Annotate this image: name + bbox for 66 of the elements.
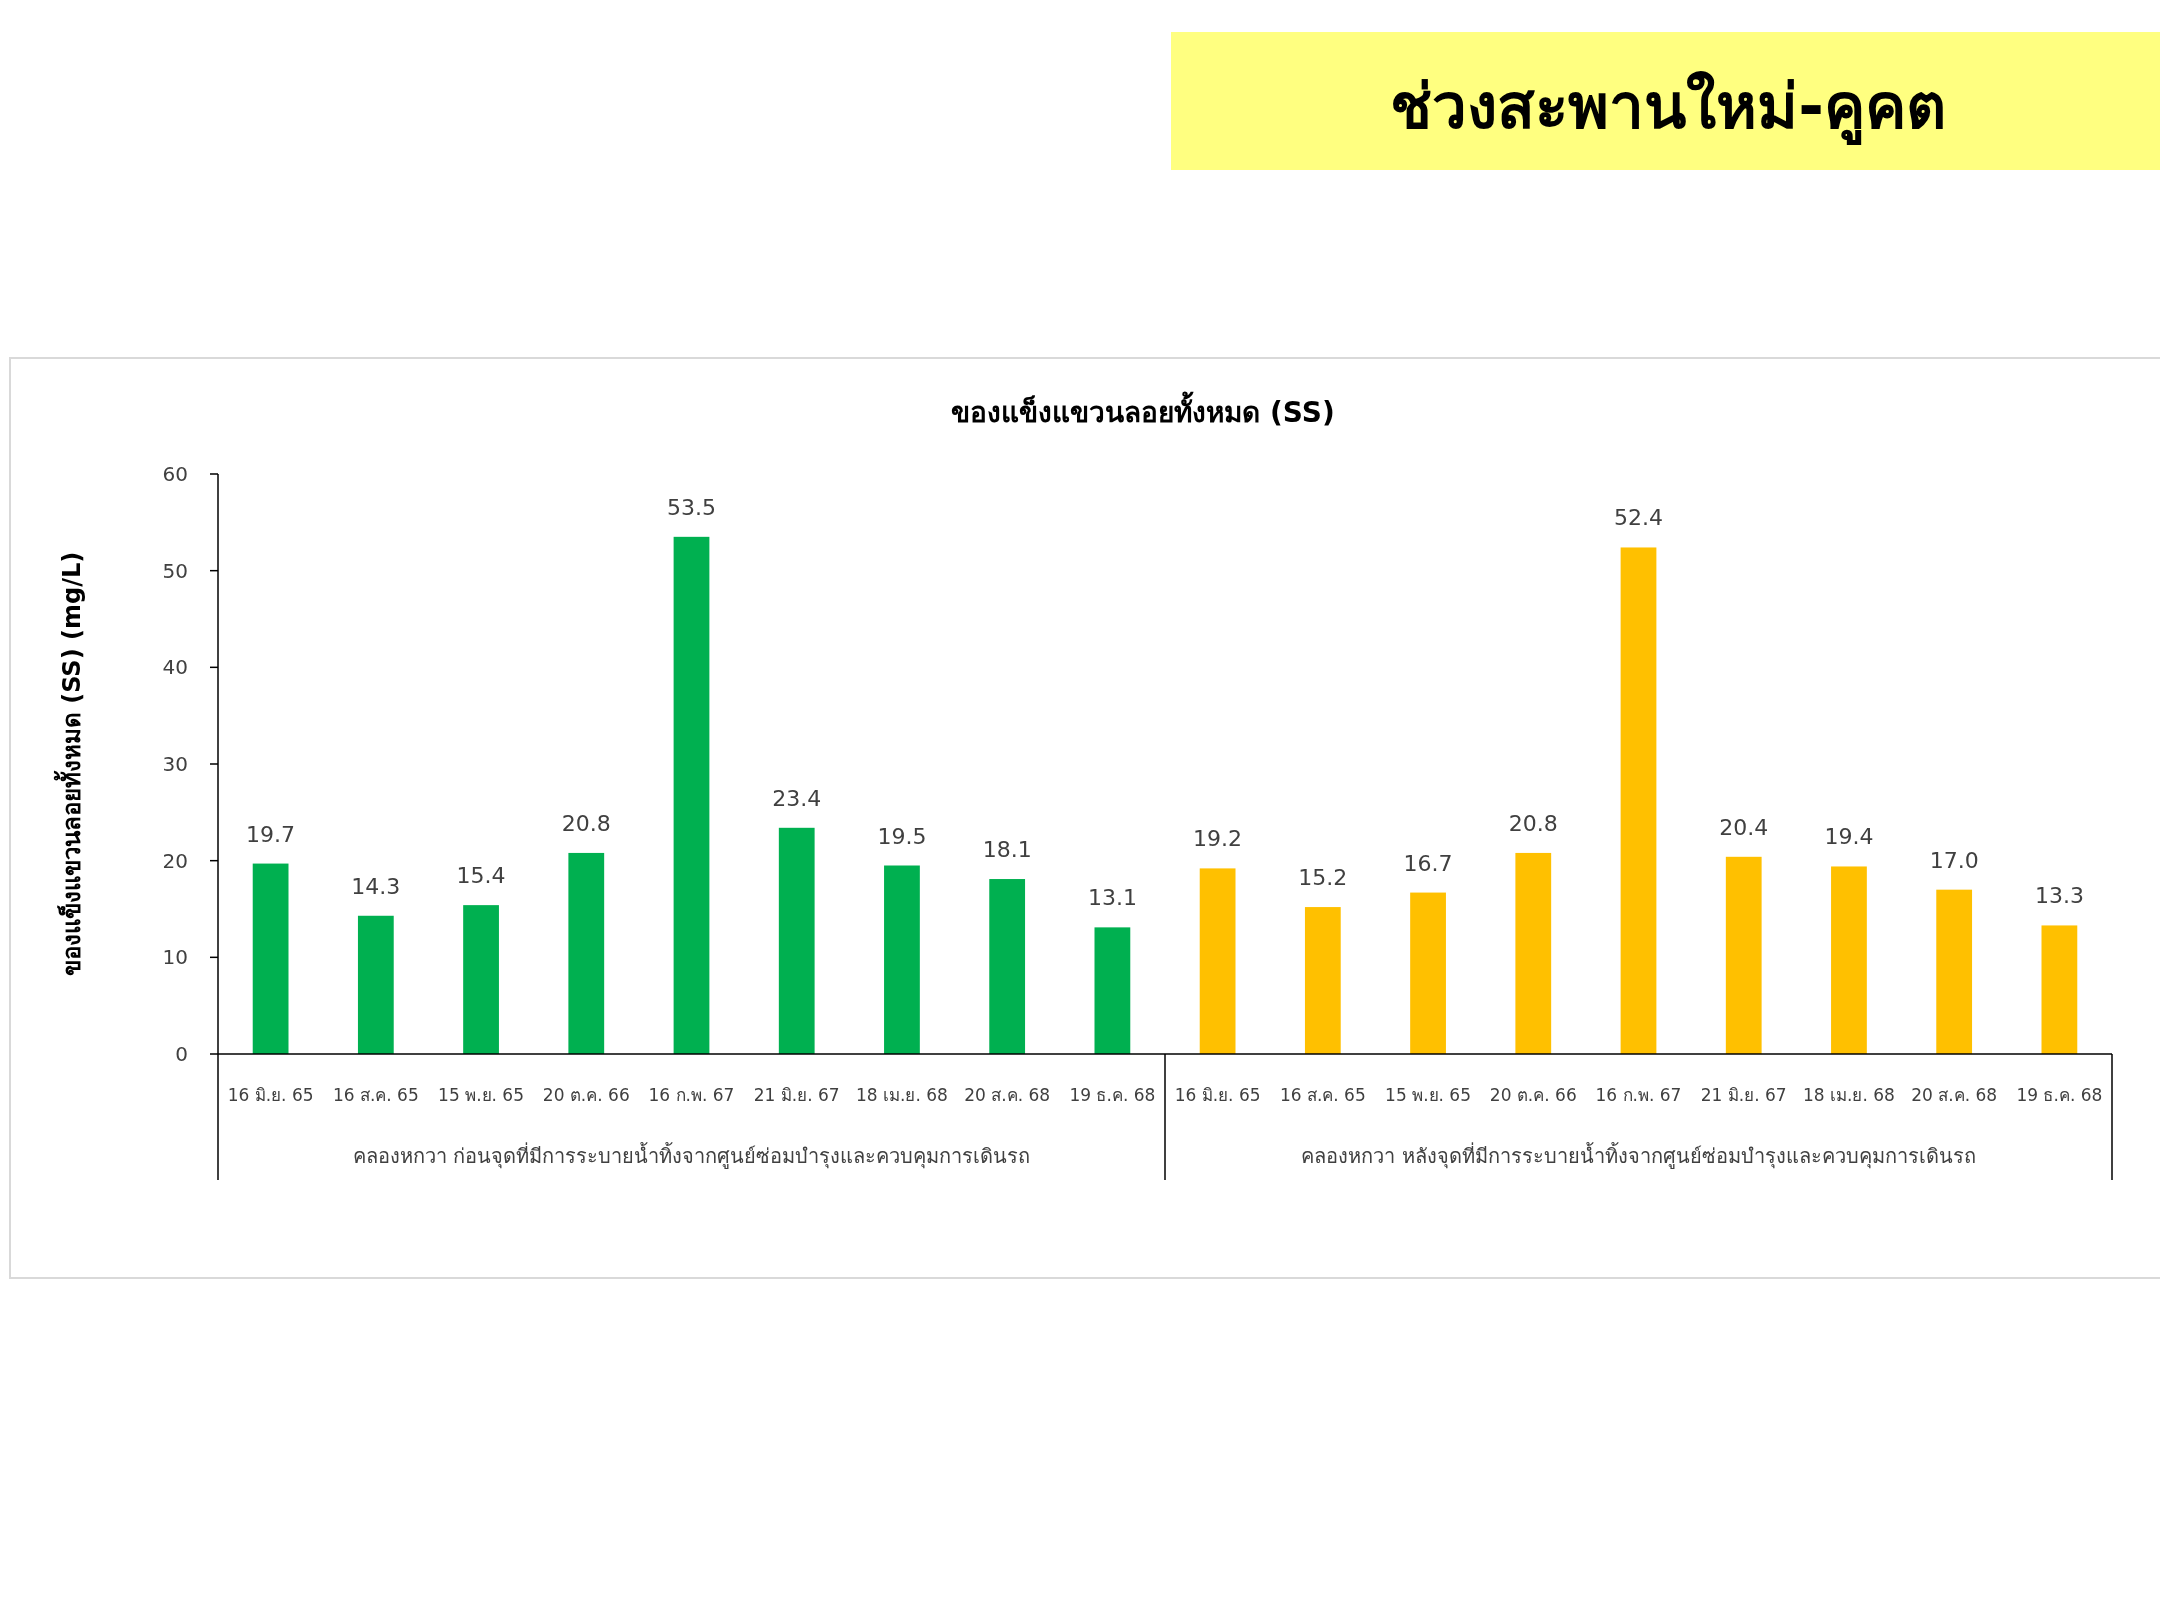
y-tick-label: 50 [162,558,188,583]
bar [357,915,394,1054]
y-tick-label: 10 [162,945,188,970]
bar [1410,892,1446,1054]
y-tick-label: 0 [175,1042,188,1066]
x-tick-label: 19 ธ.ค. 68 [2016,1085,2103,1105]
data-label: 19.2 [1193,826,1243,852]
data-label: 20.8 [561,810,611,836]
x-tick-label: 21 มิ.ย. 67 [1700,1085,1787,1105]
data-label: 15.2 [1298,865,1348,891]
data-label: 19.4 [1824,824,1874,850]
x-tick-label: 16 ก.พ. 67 [648,1085,735,1105]
bar [568,852,605,1054]
data-label: 18.1 [982,837,1032,863]
x-tick-label: 15 พ.ย. 65 [1385,1085,1471,1105]
data-label: 14.3 [351,873,401,899]
x-tick-label: 18 เม.ย. 68 [1803,1085,1895,1105]
y-tick-label: 40 [162,655,188,680]
data-label: 53.5 [667,494,716,520]
data-label: 13.1 [1087,885,1137,911]
bar [1515,852,1552,1054]
bar [252,863,289,1054]
x-tick-label: 16 มิ.ย. 65 [1174,1085,1261,1105]
bar [2041,925,2078,1054]
data-label: 19.5 [877,823,927,849]
bar [673,536,710,1054]
x-tick-label: 20 ส.ค. 68 [1911,1085,1998,1105]
y-tick-label: 20 [162,848,188,873]
y-tick-label: 60 [162,462,188,486]
x-tick-label: 20 ต.ค. 66 [1489,1085,1577,1105]
data-label: 23.4 [772,785,822,811]
x-tick-label: 16 ส.ค. 65 [332,1085,419,1105]
x-tick-label: 20 ส.ค. 68 [964,1085,1051,1105]
data-label: 20.8 [1508,810,1558,836]
x-tick-label: 21 มิ.ย. 67 [753,1085,840,1105]
x-tick-label: 16 ส.ค. 65 [1279,1085,1366,1105]
data-label: 20.4 [1719,814,1769,840]
bar [1831,866,1867,1054]
bar [1199,868,1236,1054]
data-label: 19.7 [246,821,296,847]
text: คลองหกวา หลังจุดที่มีการระบายน้ำทิ้งจากศูนย์ซ่อมบำรุงและควบคุมการเดินรถ [1301,1142,1976,1169]
data-label: 17.0 [1929,847,1979,873]
x-tick-label: 16 ก.พ. 67 [1595,1085,1682,1105]
x-tick-label: 15 พ.ย. 65 [438,1085,524,1105]
y-axis-title: ของแข็งแขวนลอยทั้งหมด (SS) (mg/L) [53,551,86,977]
x-tick-label: 18 เม.ย. 68 [856,1085,948,1105]
data-label: 16.7 [1403,850,1453,876]
chart-subtitle: ของแข็งแขวนลอยทั้งหมด (SS) [951,391,1335,429]
x-tick-label: 16 มิ.ย. 65 [227,1085,314,1105]
bar [778,827,815,1054]
text: คลองหกวา ก่อนจุดที่มีการระบายน้ำทิ้งจากศูนย์ซ่อมบำรุงและควบคุมการเดินรถ [352,1142,1031,1169]
bar [1094,927,1131,1054]
bar [1304,907,1341,1054]
bar [1936,889,1973,1054]
data-label: 52.4 [1614,505,1663,531]
data-label: 13.3 [2034,883,2084,909]
bar [1725,856,1762,1054]
bar [463,905,499,1054]
x-tick-label: 20 ต.ค. 66 [542,1085,630,1105]
data-label: 15.4 [456,863,506,889]
chart-title: ช่วงสะพานใหม่-คูคต [1390,70,1946,145]
y-tick-label: 30 [162,752,188,776]
bar [1620,547,1657,1054]
bar [884,865,920,1054]
bar [989,879,1026,1054]
x-tick-label: 19 ธ.ค. 68 [1069,1085,1156,1105]
